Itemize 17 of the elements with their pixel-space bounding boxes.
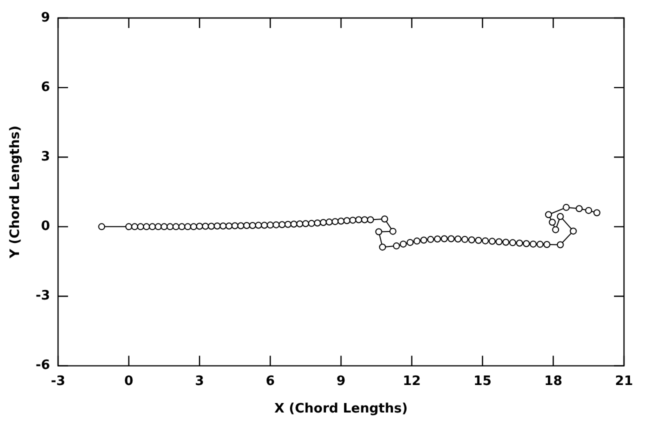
x-tick-label: 15 [473,374,492,389]
x-tick-label: 21 [614,374,634,389]
y-tick-label: 9 [40,10,50,26]
x-tick-label: -3 [50,374,66,389]
x-axis-title: X (Chord Lengths) [274,402,408,417]
y-tick-label: -3 [36,288,50,304]
y-tick-label: 6 [40,80,50,95]
x-tick-label: 18 [544,374,562,389]
x-tick-label: 6 [266,374,275,389]
y-axis-title: Y (Chord Lengths) [8,126,24,260]
x-tick-label: 9 [336,374,346,389]
y-tick-label: 3 [40,149,50,164]
x-tick-label: 3 [195,374,204,389]
y-tick-label: 0 [40,219,50,234]
x-tick-label: 12 [402,374,421,389]
y-tick-label: -6 [36,358,50,374]
x-tick-label: 0 [124,374,134,389]
